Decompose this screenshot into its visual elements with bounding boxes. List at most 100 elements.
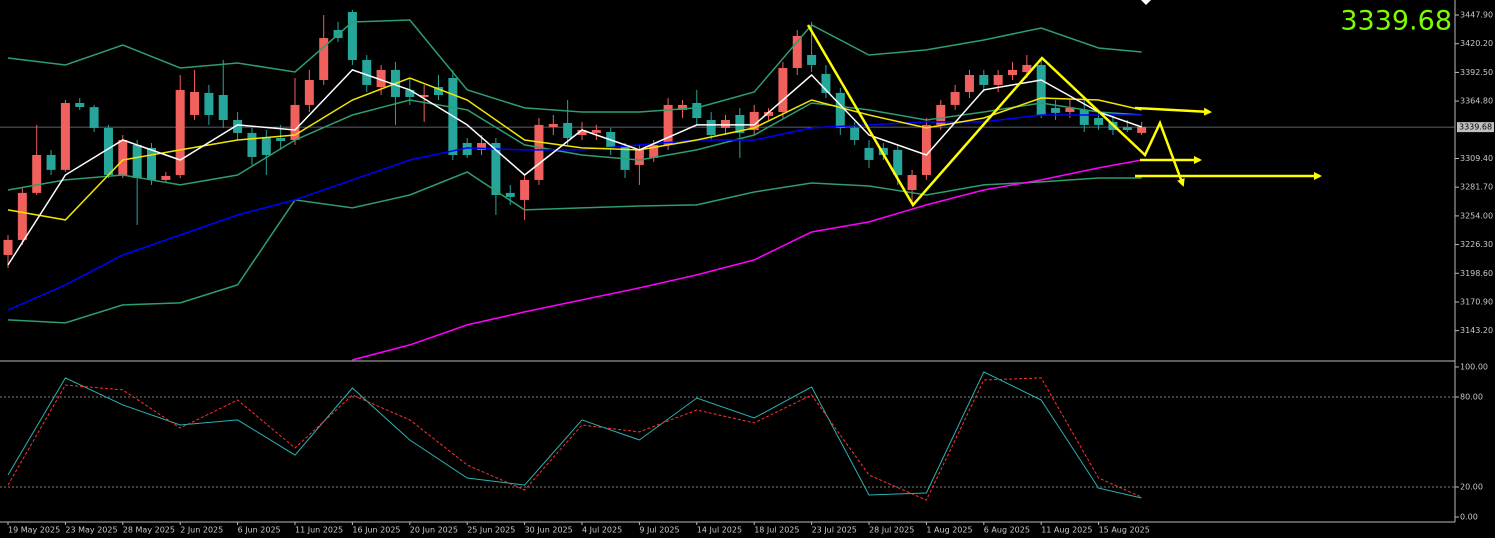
y-tick-label: 3447.90 xyxy=(1460,11,1493,20)
candle-body xyxy=(979,75,989,85)
candle-body xyxy=(850,127,860,140)
candle-body xyxy=(190,91,200,115)
x-tick-label: 23 May 2025 xyxy=(65,526,117,535)
candle-body xyxy=(89,107,99,128)
candle-body xyxy=(175,89,185,175)
candle-body xyxy=(749,111,759,131)
candle-body xyxy=(534,124,544,180)
candle-body xyxy=(419,94,429,97)
x-tick-label: 28 May 2025 xyxy=(123,526,175,535)
x-tick-label: 20 Jun 2025 xyxy=(410,526,458,535)
candle-body xyxy=(462,142,472,155)
candle-body xyxy=(276,137,286,141)
candle-body xyxy=(1137,127,1147,133)
annotation-arrows xyxy=(806,24,1322,208)
candle-body xyxy=(233,119,243,133)
osc-y-tick-label: 100.00 xyxy=(1460,362,1488,371)
y-tick-label: 3143.20 xyxy=(1460,326,1493,335)
candle-body xyxy=(247,132,257,157)
current-price: 3339.68 xyxy=(1340,6,1452,37)
candle-body xyxy=(1122,127,1132,131)
x-tick-label: 25 Jun 2025 xyxy=(467,526,515,535)
candle-body xyxy=(936,104,946,125)
target-arrow xyxy=(1134,106,1212,116)
candle-body xyxy=(548,124,558,128)
oscillator-line xyxy=(7,377,1142,501)
price-label-box xyxy=(1457,122,1494,133)
candle-body xyxy=(1051,107,1061,113)
candle-body xyxy=(103,127,113,175)
candle-body xyxy=(993,75,1003,85)
candle-body xyxy=(921,124,931,175)
candle-body xyxy=(649,144,659,158)
candle-body xyxy=(1065,107,1075,112)
candle-body xyxy=(75,102,85,108)
candle-body xyxy=(319,38,329,80)
x-tick-label: 15 Aug 2025 xyxy=(1099,526,1150,535)
y-tick-label: 3392.50 xyxy=(1460,68,1493,77)
candle-body xyxy=(907,174,917,190)
pattern-arrow xyxy=(806,24,1185,208)
overlay-line xyxy=(7,69,1142,266)
candle-body xyxy=(663,104,673,145)
x-tick-label: 30 Jun 2025 xyxy=(525,526,573,535)
candle-body xyxy=(677,104,687,110)
price-axis-label: 3339.68 xyxy=(1459,123,1492,132)
overlay-line xyxy=(7,171,1142,324)
candle-body xyxy=(362,59,372,85)
x-tick-label: 19 May 2025 xyxy=(8,526,60,535)
candle-body xyxy=(807,55,817,65)
candle-body xyxy=(505,192,515,197)
candle-body xyxy=(893,149,903,175)
candle-body xyxy=(591,130,601,133)
candle-body xyxy=(764,111,774,116)
y-tick-label: 3254.00 xyxy=(1460,211,1493,220)
candle-body xyxy=(706,119,716,135)
overlay-line xyxy=(7,77,1142,221)
y-tick-label: 3198.60 xyxy=(1460,269,1493,278)
candle-body xyxy=(721,119,730,128)
candle-body xyxy=(434,87,443,95)
x-tick-label: 11 Jun 2025 xyxy=(295,526,343,535)
candle-body xyxy=(118,139,128,175)
candle-body xyxy=(692,102,702,118)
plot-layer: 3447.90 3420.20 3392.50 3364.80 3309.40 3281.… xyxy=(0,9,1494,535)
candle-body xyxy=(735,114,745,133)
candle-body xyxy=(477,142,487,150)
y-tick-label: 3226.30 xyxy=(1460,240,1493,249)
candle-body xyxy=(147,147,156,180)
candle-body xyxy=(3,239,13,255)
candle-body xyxy=(634,149,644,165)
candle-body xyxy=(32,154,42,193)
candle-body xyxy=(347,12,357,60)
y-tick-label: 3281.70 xyxy=(1460,183,1493,192)
candle-body xyxy=(792,35,802,68)
x-tick-label: 2 Jun 2025 xyxy=(180,526,223,535)
candle-body xyxy=(950,91,960,105)
x-tick-label: 16 Jun 2025 xyxy=(352,526,400,535)
candle-body xyxy=(821,73,831,93)
marker-icon xyxy=(1141,0,1151,5)
candle-body xyxy=(520,179,530,200)
candle-body xyxy=(161,175,171,180)
candle-body xyxy=(577,130,587,135)
candle-body xyxy=(304,79,314,105)
x-tick-label: 11 Aug 2025 xyxy=(1041,526,1092,535)
candle-body xyxy=(290,104,300,140)
candle-body xyxy=(405,89,415,97)
candle-body xyxy=(491,142,501,195)
osc-y-tick-label: 80.00 xyxy=(1460,392,1483,401)
overlay-line xyxy=(352,159,1142,361)
y-tick-label: 3364.80 xyxy=(1460,97,1493,106)
candle-body xyxy=(376,69,386,88)
candle-body xyxy=(1094,117,1104,125)
y-tick-label: 3309.40 xyxy=(1460,154,1493,163)
candle-body xyxy=(261,136,271,155)
x-tick-label: 6 Jun 2025 xyxy=(238,526,281,535)
candle-body xyxy=(1036,64,1046,115)
osc-y-tick-label: 20.00 xyxy=(1460,483,1483,492)
x-tick-label: 9 Jul 2025 xyxy=(639,526,679,535)
overlay-line xyxy=(7,99,1142,191)
